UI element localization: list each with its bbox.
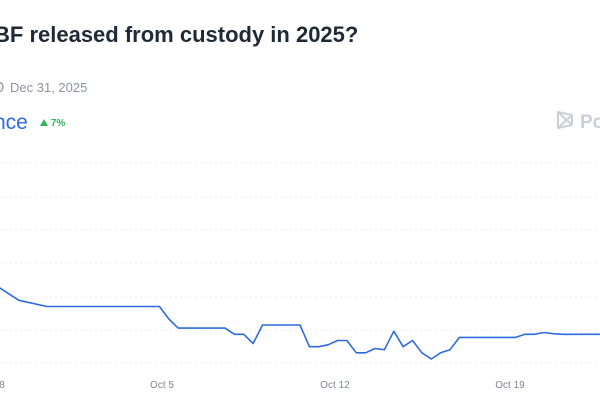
brand-name: Po bbox=[580, 112, 600, 133]
clock-icon bbox=[0, 81, 4, 93]
change-value: 7% bbox=[50, 117, 66, 129]
x-tick-label: Oct 12 bbox=[320, 380, 350, 391]
chart-grid bbox=[0, 162, 600, 364]
end-date: Dec 31, 2025 bbox=[10, 79, 88, 95]
x-axis-ticks: 8 Oct 5 Oct 12 Oct 19 bbox=[0, 380, 525, 391]
outcome-label: nce bbox=[0, 111, 28, 134]
x-tick-label: Oct 19 bbox=[495, 380, 525, 391]
polymarket-logo-icon bbox=[556, 110, 574, 136]
price-line bbox=[0, 287, 600, 360]
x-tick-label: Oct 5 bbox=[150, 380, 174, 391]
brand-watermark: Po bbox=[556, 110, 600, 136]
change-badge: 7% bbox=[39, 117, 66, 129]
x-tick-label: 8 bbox=[0, 380, 5, 391]
outcome-row: nce 7% bbox=[0, 110, 65, 136]
end-date-row: Dec 31, 2025 bbox=[0, 78, 87, 96]
triangle-up-icon bbox=[39, 118, 48, 129]
market-title: BF released from custody in 2025? bbox=[0, 22, 359, 47]
price-chart[interactable]: 8 Oct 5 Oct 12 Oct 19 bbox=[0, 150, 600, 400]
